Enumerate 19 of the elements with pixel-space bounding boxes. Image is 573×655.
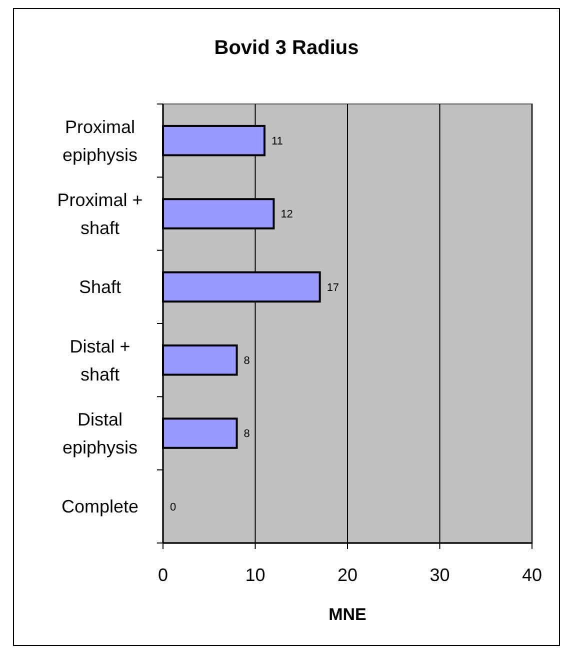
x-tick-label: 10 (245, 564, 266, 585)
y-tick-label: Shaft (78, 277, 122, 298)
x-tick-label: 30 (430, 564, 450, 585)
y-tick-label: Distal + shaft (70, 336, 130, 384)
y-tick-label: Proximal + shaft (57, 190, 143, 238)
data-label: 17 (326, 282, 340, 294)
x-axis-title: MNE (328, 605, 366, 624)
data-label: 12 (280, 208, 293, 221)
chart-title: Bovid 3 Radius (214, 37, 359, 59)
y-tick-label: Proximal epiphysis (62, 116, 138, 165)
data-label: 0 (170, 501, 176, 514)
data-label: 11 (271, 135, 283, 148)
x-tick-label: 0 (158, 564, 168, 585)
data-label: 8 (244, 354, 250, 367)
y-tick-label: Distal epiphysis (62, 410, 138, 458)
x-tick-label: 20 (337, 564, 358, 585)
data-label: 8 (244, 428, 250, 440)
x-tick-label: 40 (522, 564, 542, 585)
y-tick-label: Complete (61, 496, 139, 517)
